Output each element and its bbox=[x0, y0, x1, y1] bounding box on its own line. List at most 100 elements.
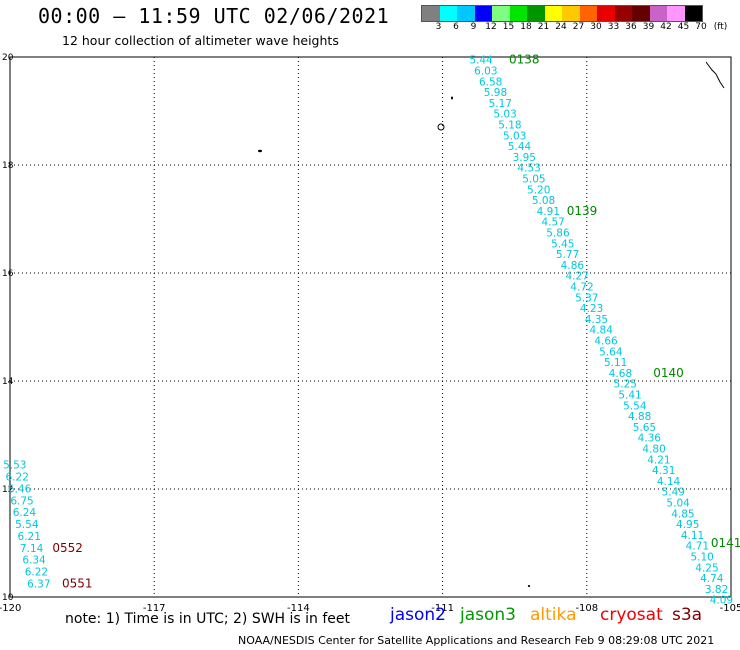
swh-value-label: 4.31 bbox=[652, 465, 675, 477]
swh-value-label: 4.71 bbox=[686, 541, 709, 553]
pass-id-label: 0141 bbox=[711, 536, 740, 550]
swh-value-label: 4.84 bbox=[590, 325, 614, 337]
legend-swatch bbox=[474, 6, 492, 21]
swh-value-label: 4.72 bbox=[570, 282, 593, 294]
y-tick-label: 18 bbox=[2, 161, 14, 171]
legend-tick-label: 9 bbox=[470, 22, 477, 32]
legend-swatch bbox=[579, 6, 597, 21]
legend-swatch bbox=[439, 6, 457, 21]
swh-value-label: 6.46 bbox=[8, 483, 32, 495]
legend-tick-label: 12 bbox=[485, 22, 497, 32]
footnote: note: 1) Time is in UTC; 2) SWH is in fe… bbox=[65, 611, 351, 627]
color-scale-legend bbox=[421, 5, 703, 22]
legend-tick-label: (ft) bbox=[713, 22, 728, 32]
swh-value-label: 3.82 bbox=[705, 584, 728, 596]
swh-value-label: 4.23 bbox=[580, 303, 603, 315]
legend-tick-label: 6 bbox=[453, 22, 459, 32]
credit-line: NOAA/NESDIS Center for Satellite Applica… bbox=[238, 634, 715, 647]
legend-swatch bbox=[527, 6, 545, 21]
legend-swatch bbox=[562, 6, 580, 21]
x-tick-label: -105 bbox=[720, 603, 740, 614]
swh-value-label: 4.36 bbox=[638, 433, 662, 445]
pass-id-label: 0138 bbox=[509, 53, 540, 67]
swh-value-label: 4.27 bbox=[565, 271, 588, 283]
plot-frame bbox=[9, 56, 732, 598]
y-tick-label: 14 bbox=[2, 377, 14, 387]
satellite-label: altika bbox=[530, 605, 577, 625]
legend-swatch bbox=[597, 6, 615, 21]
legend-swatch bbox=[632, 6, 650, 21]
swh-value-label: 5.08 bbox=[532, 195, 555, 207]
legend-swatch bbox=[667, 6, 685, 21]
legend-tick-label: 18 bbox=[520, 22, 532, 32]
island-mark bbox=[437, 123, 445, 131]
x-tick-label: -117 bbox=[143, 603, 166, 614]
swh-value-label: 4.86 bbox=[561, 260, 585, 272]
swh-value-label: 4.25 bbox=[695, 562, 718, 574]
swh-value-label: 5.45 bbox=[551, 238, 574, 250]
swh-value-label: 6.21 bbox=[18, 531, 41, 543]
island-mark bbox=[451, 96, 453, 100]
swh-value-label: 6.22 bbox=[6, 472, 29, 484]
legend-swatch bbox=[544, 6, 562, 21]
legend-tick-label: 27 bbox=[572, 22, 585, 32]
pass-id-label: 0552 bbox=[52, 541, 83, 555]
y-tick-label: 20 bbox=[2, 53, 14, 63]
swh-value-label: 4.74 bbox=[700, 573, 724, 585]
swh-value-label: 6.75 bbox=[10, 495, 33, 507]
swh-value-label: 5.65 bbox=[633, 422, 656, 434]
swh-value-label: 5.64 bbox=[599, 346, 623, 358]
swh-value-label: 5.10 bbox=[690, 552, 713, 564]
swh-value-label: 4.09 bbox=[710, 595, 733, 607]
satellite-label: jason3 bbox=[460, 605, 516, 625]
legend-swatch bbox=[509, 6, 527, 21]
swh-value-label: 5.54 bbox=[15, 519, 39, 531]
legend-swatch bbox=[457, 6, 475, 21]
y-tick-label: 12 bbox=[2, 485, 13, 495]
legend-tick-label: 36 bbox=[625, 22, 637, 32]
swh-value-label: 5.37 bbox=[575, 292, 598, 304]
swh-value-label: 5.11 bbox=[604, 357, 627, 369]
legend-swatch bbox=[684, 6, 702, 21]
swh-value-label: 4.85 bbox=[671, 508, 694, 520]
swh-value-label: 5.03 bbox=[493, 109, 516, 121]
satellite-label: cryosat bbox=[600, 605, 663, 625]
swh-value-label: 5.18 bbox=[498, 120, 521, 132]
swh-value-label: 6.22 bbox=[25, 567, 48, 579]
swh-value-label: 4.68 bbox=[609, 368, 632, 380]
swh-value-label: 5.17 bbox=[489, 98, 512, 110]
page-title: 00:00 – 11:59 UTC 02/06/2021 bbox=[38, 4, 390, 28]
swh-value-label: 5.04 bbox=[666, 498, 690, 510]
swh-value-label: 6.58 bbox=[479, 76, 502, 88]
swh-value-label: 6.34 bbox=[22, 555, 46, 567]
pass-id-label: 0140 bbox=[653, 366, 684, 380]
legend-tick-label: 3 bbox=[435, 22, 442, 32]
legend-swatch bbox=[649, 6, 667, 21]
swh-value-label: 5.49 bbox=[662, 487, 685, 499]
swh-value-label: 4.21 bbox=[647, 454, 670, 466]
page-subtitle: 12 hour collection of altimeter wave hei… bbox=[62, 33, 339, 48]
swh-value-label: 5.53 bbox=[3, 460, 26, 472]
swh-value-label: 4.57 bbox=[541, 217, 564, 229]
legend-tick-label: 21 bbox=[537, 22, 550, 32]
swh-value-label: 4.91 bbox=[537, 206, 560, 218]
swh-value-label: 5.20 bbox=[527, 184, 550, 196]
swh-value-label: 6.24 bbox=[13, 507, 37, 519]
satellite-label: s3a bbox=[672, 605, 703, 625]
legend-tick-label: 30 bbox=[590, 22, 602, 32]
swh-value-label: 5.05 bbox=[522, 174, 545, 186]
legend-tick-label: 45 bbox=[677, 22, 690, 32]
swh-value-label: 4.88 bbox=[628, 411, 651, 423]
swh-value-label: 5.25 bbox=[614, 379, 637, 391]
swh-value-label: 6.03 bbox=[474, 66, 497, 78]
color-scale-labels: 3 6 9 12 15 18 21 24 27 30 33 36 39 42 45 70 (ft) bbox=[421, 22, 740, 34]
swh-value-label: 6.37 bbox=[27, 579, 50, 591]
x-tick-label: -120 bbox=[0, 603, 21, 614]
island-mark bbox=[258, 149, 262, 153]
y-tick-label: 10 bbox=[2, 593, 14, 603]
pass-id-label: 0551 bbox=[62, 577, 93, 591]
satellite-label: jason2 bbox=[390, 605, 446, 625]
legend-tick-label: 70 bbox=[695, 22, 707, 32]
